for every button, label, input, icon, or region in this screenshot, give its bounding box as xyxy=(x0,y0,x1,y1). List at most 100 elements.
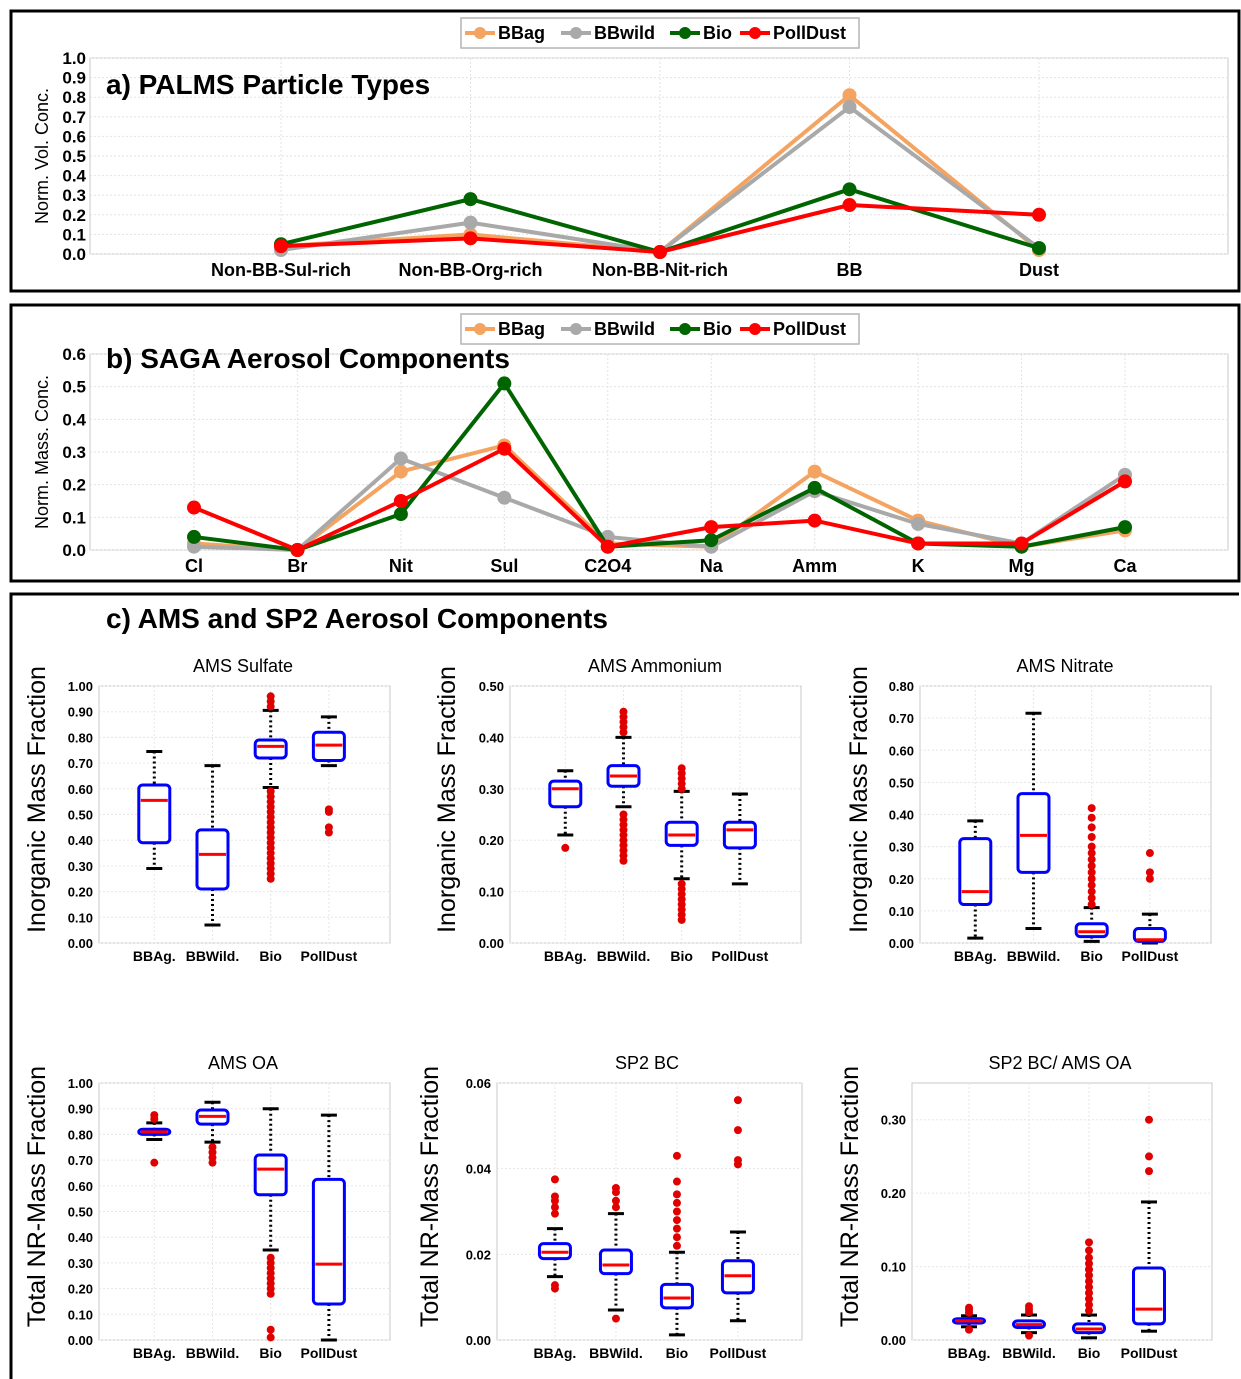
panel-a-legend-marker xyxy=(474,27,486,39)
box-panel-1-y-tick-label: 0.80 xyxy=(68,730,93,745)
panel-b-point-bbwild xyxy=(497,490,512,505)
box-panel-2-plot-area xyxy=(509,685,802,944)
box-panel-5-outlier-point xyxy=(672,1241,681,1250)
box-panel-2-y-tick-label: 0.10 xyxy=(479,885,504,900)
box-panel-4-x-tick-label: BBAg. xyxy=(133,1345,176,1361)
box-panel-5-outlier-point xyxy=(672,1233,681,1242)
box-panel-3-y-tick-label: 0.30 xyxy=(889,840,914,855)
box-panel-5-y-tick-label: 0.06 xyxy=(466,1076,491,1091)
panel-b-legend-entry-bbag: BBag xyxy=(465,319,545,339)
panel-b-point-bbwild xyxy=(393,451,408,466)
box-panel-6-outlier-point xyxy=(965,1303,973,1312)
box-panel-3-box-1 xyxy=(958,819,993,940)
box-panel-1-y-tick-label: 0.00 xyxy=(68,936,93,951)
panel-a: 0.00.10.20.30.40.50.60.70.80.91.0 Non-BB… xyxy=(9,9,1241,293)
panel-b-point-polldust xyxy=(1118,474,1132,489)
panel-b-point-polldust xyxy=(1014,536,1029,551)
panel-a-y-tick-label: 0.0 xyxy=(62,245,86,264)
box-panel-1-box-3 xyxy=(253,692,288,883)
panel-a-y-tick-label: 0.1 xyxy=(62,225,86,244)
box-panel-2-x-tick-label: BBAg. xyxy=(544,948,587,964)
box-panel-4-outlier-point xyxy=(266,1333,275,1342)
box-panel-6-x-tick-label: PollDust xyxy=(1121,1345,1178,1361)
panel-a-x-tick-label: BB xyxy=(837,260,863,280)
box-panel-2-box-4 xyxy=(722,792,757,886)
box-panel-5-outlier-point xyxy=(550,1281,559,1290)
box-panel-3-y-tick-label: 0.80 xyxy=(889,679,914,694)
box-panel-6-outlier-point xyxy=(1085,1289,1093,1298)
box-panel-1-y-tick-label: 0.90 xyxy=(68,705,93,720)
box-panel-1-y-tick-label: 0.70 xyxy=(68,756,93,771)
panel-b-point-bbwild xyxy=(911,516,926,531)
box-panel-1-y-tick-label: 0.30 xyxy=(68,859,93,874)
panel-b-x-tick-label: Br xyxy=(287,556,307,576)
panel-b-legend-label: Bio xyxy=(703,319,732,339)
box-panel-1-y-tick-label: 1.00 xyxy=(68,679,93,694)
panel-b-legend-label: BBwild xyxy=(594,319,655,339)
box-panel-6-box-1 xyxy=(952,1303,986,1334)
panel-a-x-tick-label: Dust xyxy=(1019,260,1059,280)
panel-a-legend-entry-bbwild: BBwild xyxy=(561,23,655,43)
box-panel-3-outlier-point xyxy=(1145,868,1154,877)
box-panel-3-outlier-point xyxy=(1087,887,1096,896)
panel-b-series xyxy=(187,376,1132,557)
panel-b-point-bbag xyxy=(807,464,822,479)
box-panel-1-outlier-point xyxy=(324,805,333,814)
box-panel-2-y-tick-label: 0.40 xyxy=(479,730,504,745)
panel-a-y-ticks: 0.00.10.20.30.40.50.60.70.80.91.0 xyxy=(62,49,86,264)
box-panel-1-title: AMS Sulfate xyxy=(193,656,293,676)
box-panel-1-box-2 xyxy=(195,764,230,927)
box-panel-6-x-tick-label: BBAg. xyxy=(948,1345,991,1361)
box-panel-4-box-4 xyxy=(311,1113,346,1342)
box-panel-3-title: AMS Nitrate xyxy=(1016,656,1113,676)
panel-a-legend-entry-polldust: PollDust xyxy=(740,23,846,43)
box-panel-1-x-tick-label: BBWild. xyxy=(186,948,240,964)
box-panel-5-y-tick-label: 0.02 xyxy=(466,1247,491,1262)
panel-b-y-tick-label: 0.2 xyxy=(62,476,86,495)
box-panel-6-y-tick-label: 0.20 xyxy=(881,1186,906,1201)
panel-b-legend-entry-bio: Bio xyxy=(670,319,732,339)
box-panel-4-y-tick-label: 0.60 xyxy=(68,1179,93,1194)
panel-b-title: b) SAGA Aerosol Components xyxy=(106,343,510,374)
panel-b-point-bio xyxy=(1118,520,1132,535)
box-panel-2-box-2 xyxy=(606,707,641,865)
box-panel-3-outlier-point xyxy=(1087,832,1096,841)
panel-b: 0.0 0.1 0.2 0.3 0.4 0.5 0.6 Cl Br Nit Sul C2O4 Na Am… xyxy=(9,303,1241,583)
panel-b-x-ticks: Cl Br Nit Sul C2O4 Na Amm K Mg Ca xyxy=(185,556,1137,576)
box-panel-3-x-tick-label: PollDust xyxy=(1121,948,1178,964)
box-panel-3-outlier-point xyxy=(1087,900,1096,909)
box-panel-5-outlier-point xyxy=(611,1203,620,1212)
box-panel-5-y-axis-label: Total NR-Mass Fraction xyxy=(416,1066,444,1327)
panel-b-legend-label: BBag xyxy=(498,319,545,339)
box-panel-3-y-tick-label: 0.50 xyxy=(889,775,914,790)
box-panel-4-box-1 xyxy=(137,1111,172,1167)
panel-b-x-tick-label: Ca xyxy=(1113,556,1137,576)
box-panel-3-outlier-point xyxy=(1087,881,1096,890)
panel-b-point-polldust xyxy=(393,494,408,508)
box-panel-5-box-2 xyxy=(598,1183,633,1323)
panel-b-point-bio xyxy=(704,533,719,548)
panel-a-series-polldust xyxy=(274,198,1046,260)
panel-a-point-polldust xyxy=(463,231,478,246)
box-panel-3-iqr-box xyxy=(1074,922,1109,939)
panel-a-point-bbwild xyxy=(463,215,478,230)
box-panel-1-outlier-point xyxy=(324,823,333,832)
panel-a-point-polldust xyxy=(1032,207,1046,222)
panel-b-x-tick-label: Amm xyxy=(792,556,837,576)
box-panel-5-outlier-point xyxy=(672,1224,681,1233)
box-panel-4-outlier-point xyxy=(150,1158,159,1167)
panel-b-series-polldust xyxy=(187,441,1132,557)
panel-a-y-axis-label: Norm. Vol. Conc. xyxy=(32,88,52,224)
panel-b-legend-marker xyxy=(679,323,691,335)
box-panel-4-iqr-box xyxy=(253,1153,288,1197)
panel-b-x-tick-label: Mg xyxy=(1009,556,1035,576)
box-panel-3-outlier-point xyxy=(1087,823,1096,832)
panel-a-legend-entry-bbag: BBag xyxy=(465,23,545,43)
box-panel-3-outlier-point xyxy=(1087,894,1096,903)
panel-a-y-tick-label: 0.9 xyxy=(62,69,86,88)
box-panel-6-outlier-point xyxy=(1025,1331,1033,1340)
panel-b-point-bio xyxy=(807,480,822,495)
box-panel-3-outlier-point xyxy=(1145,874,1154,883)
panel-b-legend-marker xyxy=(474,323,486,335)
